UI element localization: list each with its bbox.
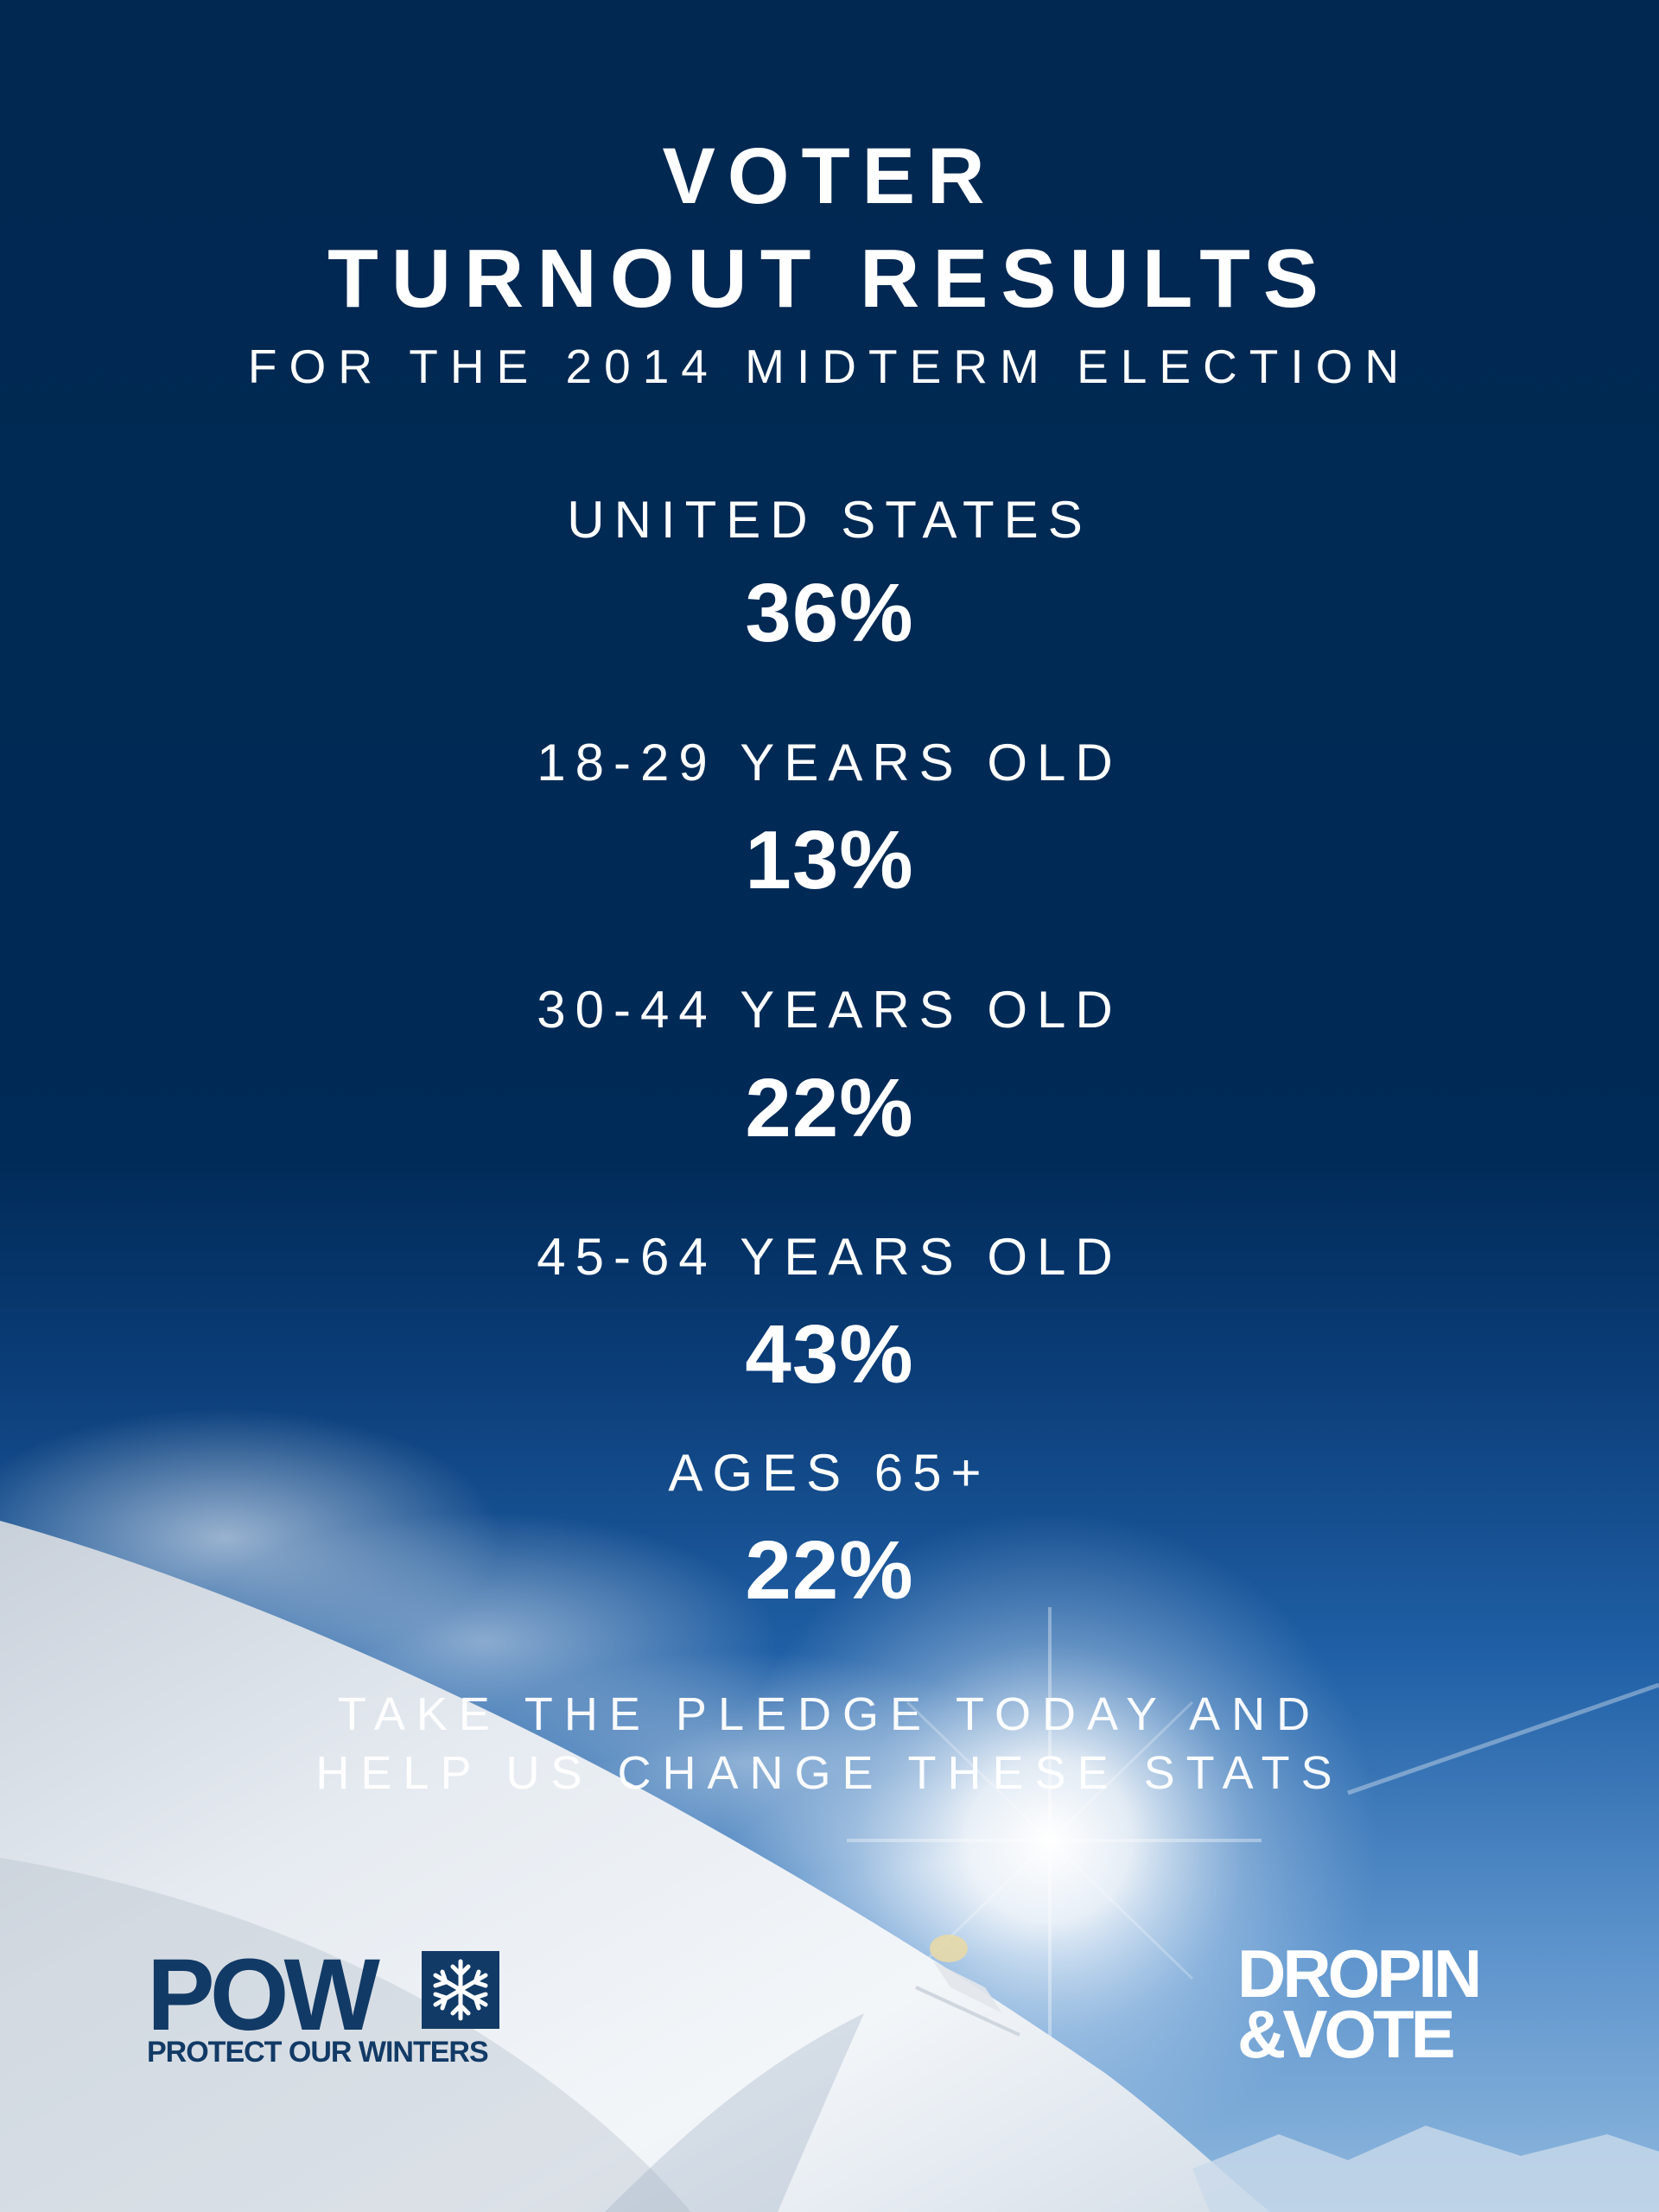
stat-label-united-states: UNITED STATES: [567, 491, 1092, 549]
stat-value-30-44: 22%: [745, 1062, 914, 1154]
page-subtitle: FOR THE 2014 MIDTERM ELECTION: [247, 340, 1412, 393]
stat-value-18-29: 13%: [745, 814, 914, 906]
stat-label-65-plus: AGES 65+: [668, 1444, 991, 1502]
pledge-line-2: HELP US CHANGE THESE STATS: [315, 1747, 1344, 1799]
stat-label-45-64: 45-64 YEARS OLD: [537, 1228, 1122, 1286]
dropin-vote-logo: DROPIN &VOTE: [1237, 1940, 1514, 2069]
stat-value-65-plus: 22%: [745, 1524, 914, 1617]
stat-label-30-44: 30-44 YEARS OLD: [537, 981, 1122, 1039]
pow-wordmark: POW: [147, 1938, 380, 2052]
stat-value-45-64: 43%: [745, 1308, 914, 1401]
pow-logo: POW PROTECT OUR WINTERS: [147, 1944, 510, 2074]
page-title-line-1: VOTER: [662, 132, 997, 220]
pow-tagline: PROTECT OUR WINTERS: [147, 2036, 489, 2069]
stat-value-united-states: 36%: [745, 567, 914, 659]
pledge-call-to-action: TAKE THE PLEDGE TODAY AND HELP US CHANGE…: [0, 1685, 1659, 1802]
dropin-logo-line-1: DROPIN: [1237, 1936, 1482, 2012]
stat-label-18-29: 18-29 YEARS OLD: [537, 734, 1122, 791]
page-title-line-2: TURNOUT RESULTS: [327, 232, 1332, 325]
dropin-logo-line-2: &VOTE: [1237, 1996, 1456, 2072]
pledge-line-1: TAKE THE PLEDGE TODAY AND: [337, 1688, 1322, 1740]
snowflake-icon: [422, 1951, 499, 2029]
